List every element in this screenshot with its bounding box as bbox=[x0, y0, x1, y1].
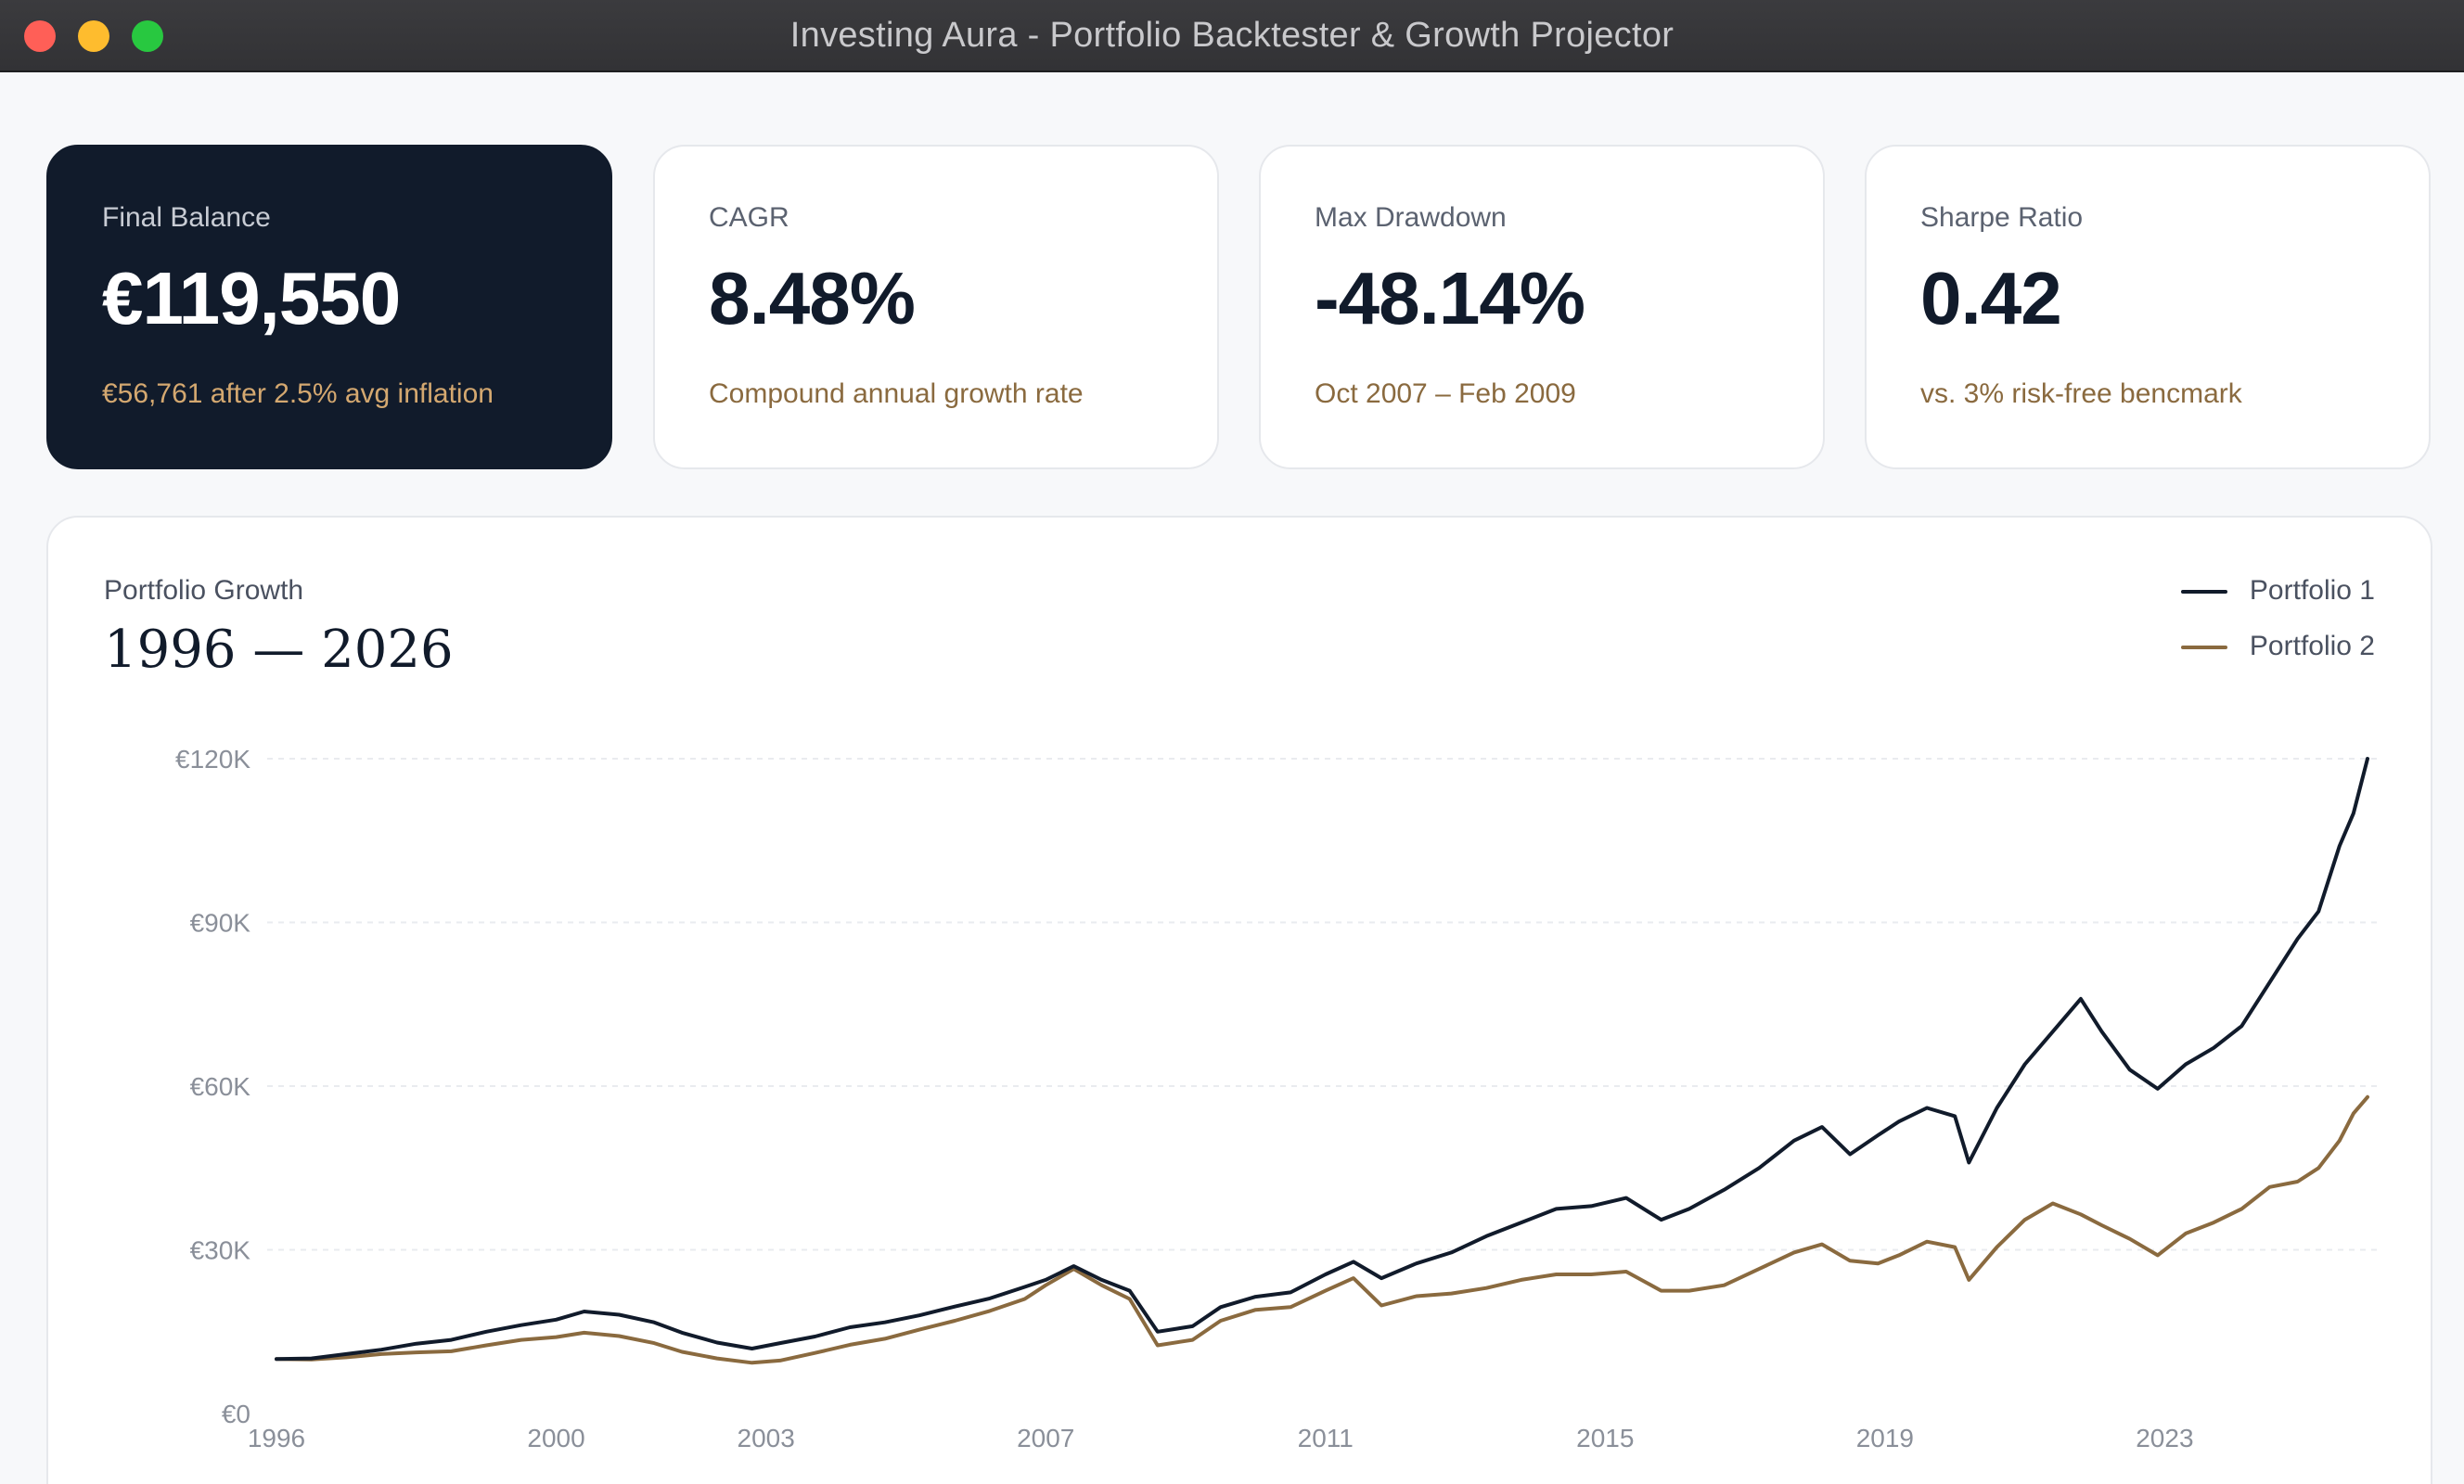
stat-card-final-balance: Final Balance €119,550 €56,761 after 2.5… bbox=[46, 145, 612, 469]
y-tick-label: €30K bbox=[190, 1236, 251, 1265]
stat-subtitle: Compound annual growth rate bbox=[709, 378, 1084, 409]
portfolio-1-line bbox=[275, 757, 2369, 1362]
stat-value: -48.14% bbox=[1315, 257, 1585, 339]
y-tick-label: €90K bbox=[190, 909, 251, 938]
x-tick-label: 2015 bbox=[1576, 1424, 1634, 1452]
stat-value: 0.42 bbox=[1920, 257, 2062, 339]
close-window-button[interactable] bbox=[24, 20, 56, 52]
legend-item-portfolio-2[interactable]: Portfolio 2 bbox=[2180, 631, 2375, 662]
stat-subtitle: Oct 2007 – Feb 2009 bbox=[1315, 378, 1576, 409]
x-tick-label: 2019 bbox=[1856, 1424, 1914, 1452]
stat-subtitle: vs. 3% risk-free bencmark bbox=[1920, 378, 2242, 409]
y-tick-label: €0 bbox=[222, 1400, 250, 1428]
x-tick-label: 2000 bbox=[527, 1424, 584, 1452]
x-tick-label: 1996 bbox=[248, 1424, 305, 1452]
stat-label: Max Drawdown bbox=[1315, 202, 1507, 233]
minimize-window-button[interactable] bbox=[78, 20, 109, 52]
stat-card-sharpe-ratio: Sharpe Ratio 0.42 vs. 3% risk-free bencm… bbox=[1865, 145, 2431, 469]
portfolio-growth-plot: €0 €30K €60K €90K €120K 1996 2000 2003 2007 2011 2… bbox=[175, 745, 2377, 1452]
stat-label: CAGR bbox=[709, 202, 789, 233]
legend-swatch bbox=[2180, 590, 2227, 595]
portfolio-2-line bbox=[275, 1094, 2369, 1365]
stat-subtitle: €56,761 after 2.5% avg inflation bbox=[102, 378, 494, 409]
legend-label: Portfolio 1 bbox=[2249, 575, 2375, 606]
y-tick-label: €60K bbox=[190, 1072, 251, 1101]
y-tick-label: €120K bbox=[175, 745, 250, 774]
stat-card-max-drawdown: Max Drawdown -48.14% Oct 2007 – Feb 2009 bbox=[1259, 145, 1825, 469]
maximize-window-button[interactable] bbox=[132, 20, 163, 52]
stat-value: €119,550 bbox=[102, 257, 401, 339]
portfolio-growth-chart-card: Portfolio Growth 1996 — 2026 Portfolio 1… bbox=[46, 516, 2432, 1484]
x-tick-label: 2011 bbox=[1298, 1424, 1354, 1452]
chart-label: Portfolio Growth bbox=[104, 575, 304, 606]
x-tick-label: 2023 bbox=[2136, 1424, 2193, 1452]
stat-value: 8.48% bbox=[709, 257, 916, 339]
stat-label: Final Balance bbox=[102, 202, 271, 233]
legend-item-portfolio-1[interactable]: Portfolio 1 bbox=[2180, 575, 2375, 607]
stat-label: Sharpe Ratio bbox=[1920, 202, 2084, 233]
x-tick-label: 2007 bbox=[1017, 1424, 1074, 1452]
title-bar: Investing Aura - Portfolio Backtester & … bbox=[0, 0, 2464, 72]
legend-swatch bbox=[2180, 646, 2227, 650]
chart-title: 1996 — 2026 bbox=[104, 620, 454, 680]
stat-card-cagr: CAGR 8.48% Compound annual growth rate bbox=[653, 145, 1219, 469]
window-title: Investing Aura - Portfolio Backtester & … bbox=[789, 16, 1675, 55]
legend-label: Portfolio 2 bbox=[2249, 631, 2375, 661]
x-tick-label: 2003 bbox=[738, 1424, 795, 1452]
